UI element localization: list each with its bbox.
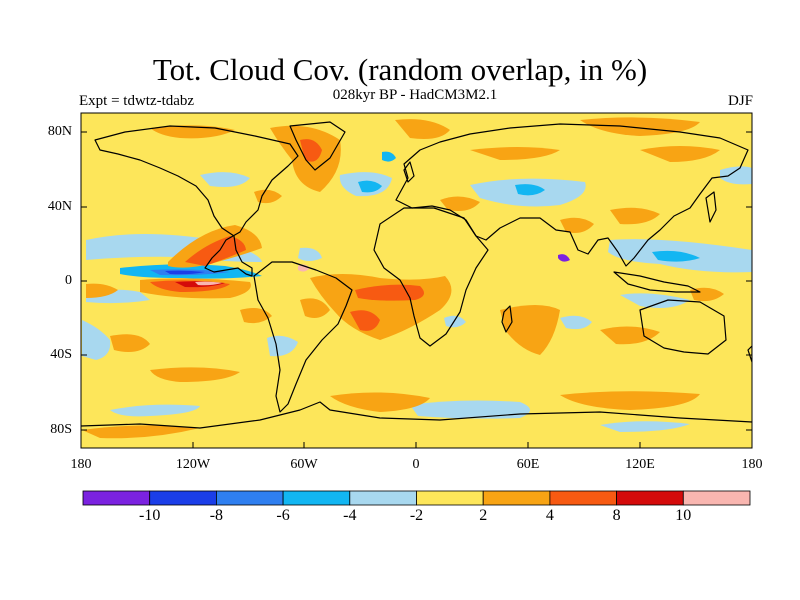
africa-outline [373,207,489,347]
colorbar-label: 2 [479,507,488,524]
map-title: Tot. Cloud Cov. (random overlap, in %) [152,52,648,87]
antarctica-outline [81,401,752,429]
map-field [81,113,752,448]
axis-ticks [80,131,753,448]
eurasia-outline [395,123,749,267]
colorbar-label: 8 [612,507,621,524]
north-america-outline [94,125,299,277]
x-tick-label: 120E [625,457,655,472]
y-tick-label: 40S [50,347,72,362]
y-tick-label: 80N [47,124,72,139]
y-tick-label: 0 [65,273,72,288]
colorbar-swatch [616,490,684,506]
colorbar-swatch [349,490,417,506]
x-tick-label: 120W [175,457,211,472]
colorbar-label: 4 [545,507,554,524]
colorbar-label: -6 [276,507,290,524]
x-tick-label: 180 [741,457,763,472]
coastlines [81,121,752,429]
south-america-outline [253,261,353,413]
x-tick-label: 180 [70,457,92,472]
australia-outline [639,299,727,355]
x-tick-label: 0 [412,457,420,472]
colorbar-swatch [215,490,284,506]
colorbar-label: -8 [209,507,224,524]
red-core-patches [175,264,310,288]
experiment-label: Expt = tdwtz-tdabz [79,93,195,109]
madagascar-outline [501,305,513,333]
indonesia-outline [613,271,701,293]
uk-outline [403,161,415,183]
colorbar-swatch [682,490,751,506]
colorbar-label: -2 [409,507,424,524]
season-label: DJF [727,93,753,109]
new-zealand-outline [747,345,752,363]
colorbar-swatch [482,490,551,506]
x-tick-label: 60E [516,457,540,472]
colorbar-label: -4 [343,507,357,524]
y-tick-label: 40N [47,199,72,214]
colorbar-swatch [82,490,151,506]
x-tick-label: 60W [290,457,318,472]
colorbar-swatch [549,490,618,506]
y-tick-label: 80S [50,422,72,437]
colorbar-swatch [149,490,217,506]
red-orange-patches [150,139,424,331]
map-subtitle: 028kyr BP - HadCM3M2.1 [332,87,498,103]
colorbar-label: 10 [675,507,692,524]
greenland-outline [289,121,346,171]
colorbar [82,490,751,506]
colorbar-swatch [282,490,351,506]
colorbar-swatch [416,490,484,506]
japan-outline [705,191,717,223]
colorbar-label: -10 [139,507,161,524]
